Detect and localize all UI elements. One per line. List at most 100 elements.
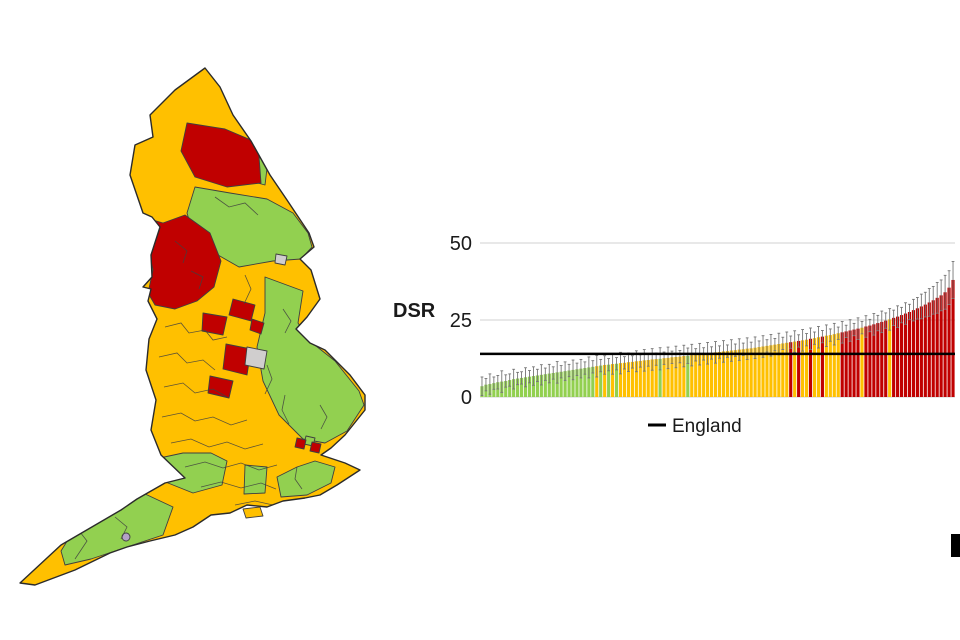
bar (575, 369, 579, 397)
bar (725, 351, 729, 397)
bar (824, 335, 828, 397)
bar (876, 323, 880, 397)
district-border (114, 516, 128, 540)
bar (808, 338, 813, 397)
map-region (207, 375, 234, 399)
district-borders (72, 196, 328, 560)
map-region-island (242, 506, 264, 519)
bar (527, 376, 532, 397)
bar (717, 352, 722, 397)
district-border (294, 466, 303, 490)
bar (844, 331, 848, 397)
district-border (190, 270, 204, 290)
bar (650, 359, 654, 397)
bar (539, 374, 543, 397)
y-tick-label: 25 (450, 310, 472, 332)
bar (840, 332, 844, 397)
bar (706, 353, 710, 397)
bar (769, 345, 773, 397)
bar (816, 337, 821, 397)
district-border (170, 438, 264, 450)
map-region (201, 312, 228, 336)
bar (516, 378, 520, 397)
bar (551, 372, 555, 397)
bar (555, 372, 559, 397)
bar (757, 347, 761, 397)
bar (801, 340, 805, 397)
bar (860, 327, 864, 397)
map-region (276, 460, 336, 498)
bar (797, 340, 801, 397)
bar (804, 339, 809, 397)
bar (896, 316, 900, 397)
bar (888, 319, 892, 397)
y-tick-label: 50 (450, 233, 472, 255)
district-border (161, 412, 248, 426)
bar (923, 304, 927, 397)
bar (563, 371, 567, 397)
bar (753, 347, 757, 397)
bar (686, 355, 690, 397)
map-region (243, 464, 268, 495)
district-border (200, 481, 277, 490)
district-border (282, 308, 292, 334)
bar (943, 292, 947, 397)
district-border (174, 240, 188, 264)
bar (682, 356, 686, 397)
bar (654, 359, 658, 397)
bar (880, 321, 884, 397)
bar (694, 354, 698, 397)
bar (812, 338, 817, 397)
bar (599, 365, 603, 397)
bar (785, 342, 789, 397)
bar (614, 363, 619, 397)
chart-legend: England (648, 416, 742, 437)
map-region (309, 441, 322, 454)
bar (947, 287, 951, 397)
bar (820, 336, 824, 397)
bar (903, 313, 908, 397)
bar (884, 320, 888, 397)
england-choropleth-map (19, 67, 366, 586)
bar (603, 364, 607, 397)
bar (674, 356, 678, 397)
bar (761, 346, 765, 397)
bar (666, 357, 670, 397)
map-region (249, 318, 265, 335)
bar (856, 328, 860, 397)
bar (611, 364, 615, 397)
district-border (164, 322, 228, 341)
bar (789, 342, 793, 397)
england-outline (19, 67, 366, 586)
bar (919, 306, 923, 397)
map-region (244, 346, 268, 370)
map-regions (20, 68, 365, 585)
bar (678, 356, 682, 397)
map-region (294, 437, 307, 450)
bar (634, 361, 638, 397)
bar (571, 369, 575, 397)
bar (836, 333, 840, 397)
bar (793, 341, 797, 397)
dsr-bar-chart: England 0 25 50 (450, 233, 955, 437)
bar (662, 358, 666, 397)
bar (765, 345, 769, 397)
bar (579, 368, 583, 397)
bar (642, 360, 646, 397)
y-tick-label: 0 (461, 387, 472, 409)
bar (892, 317, 896, 397)
bar (729, 350, 733, 397)
bar (630, 361, 634, 397)
bar (741, 349, 745, 397)
bar (737, 349, 741, 397)
bar (832, 334, 836, 397)
bar (733, 350, 737, 397)
bar (626, 362, 631, 397)
bar (587, 367, 591, 397)
bar (690, 355, 694, 397)
bar (713, 352, 718, 397)
bar (535, 375, 539, 397)
bar (709, 352, 714, 397)
bar (951, 279, 955, 397)
district-border (281, 394, 290, 425)
